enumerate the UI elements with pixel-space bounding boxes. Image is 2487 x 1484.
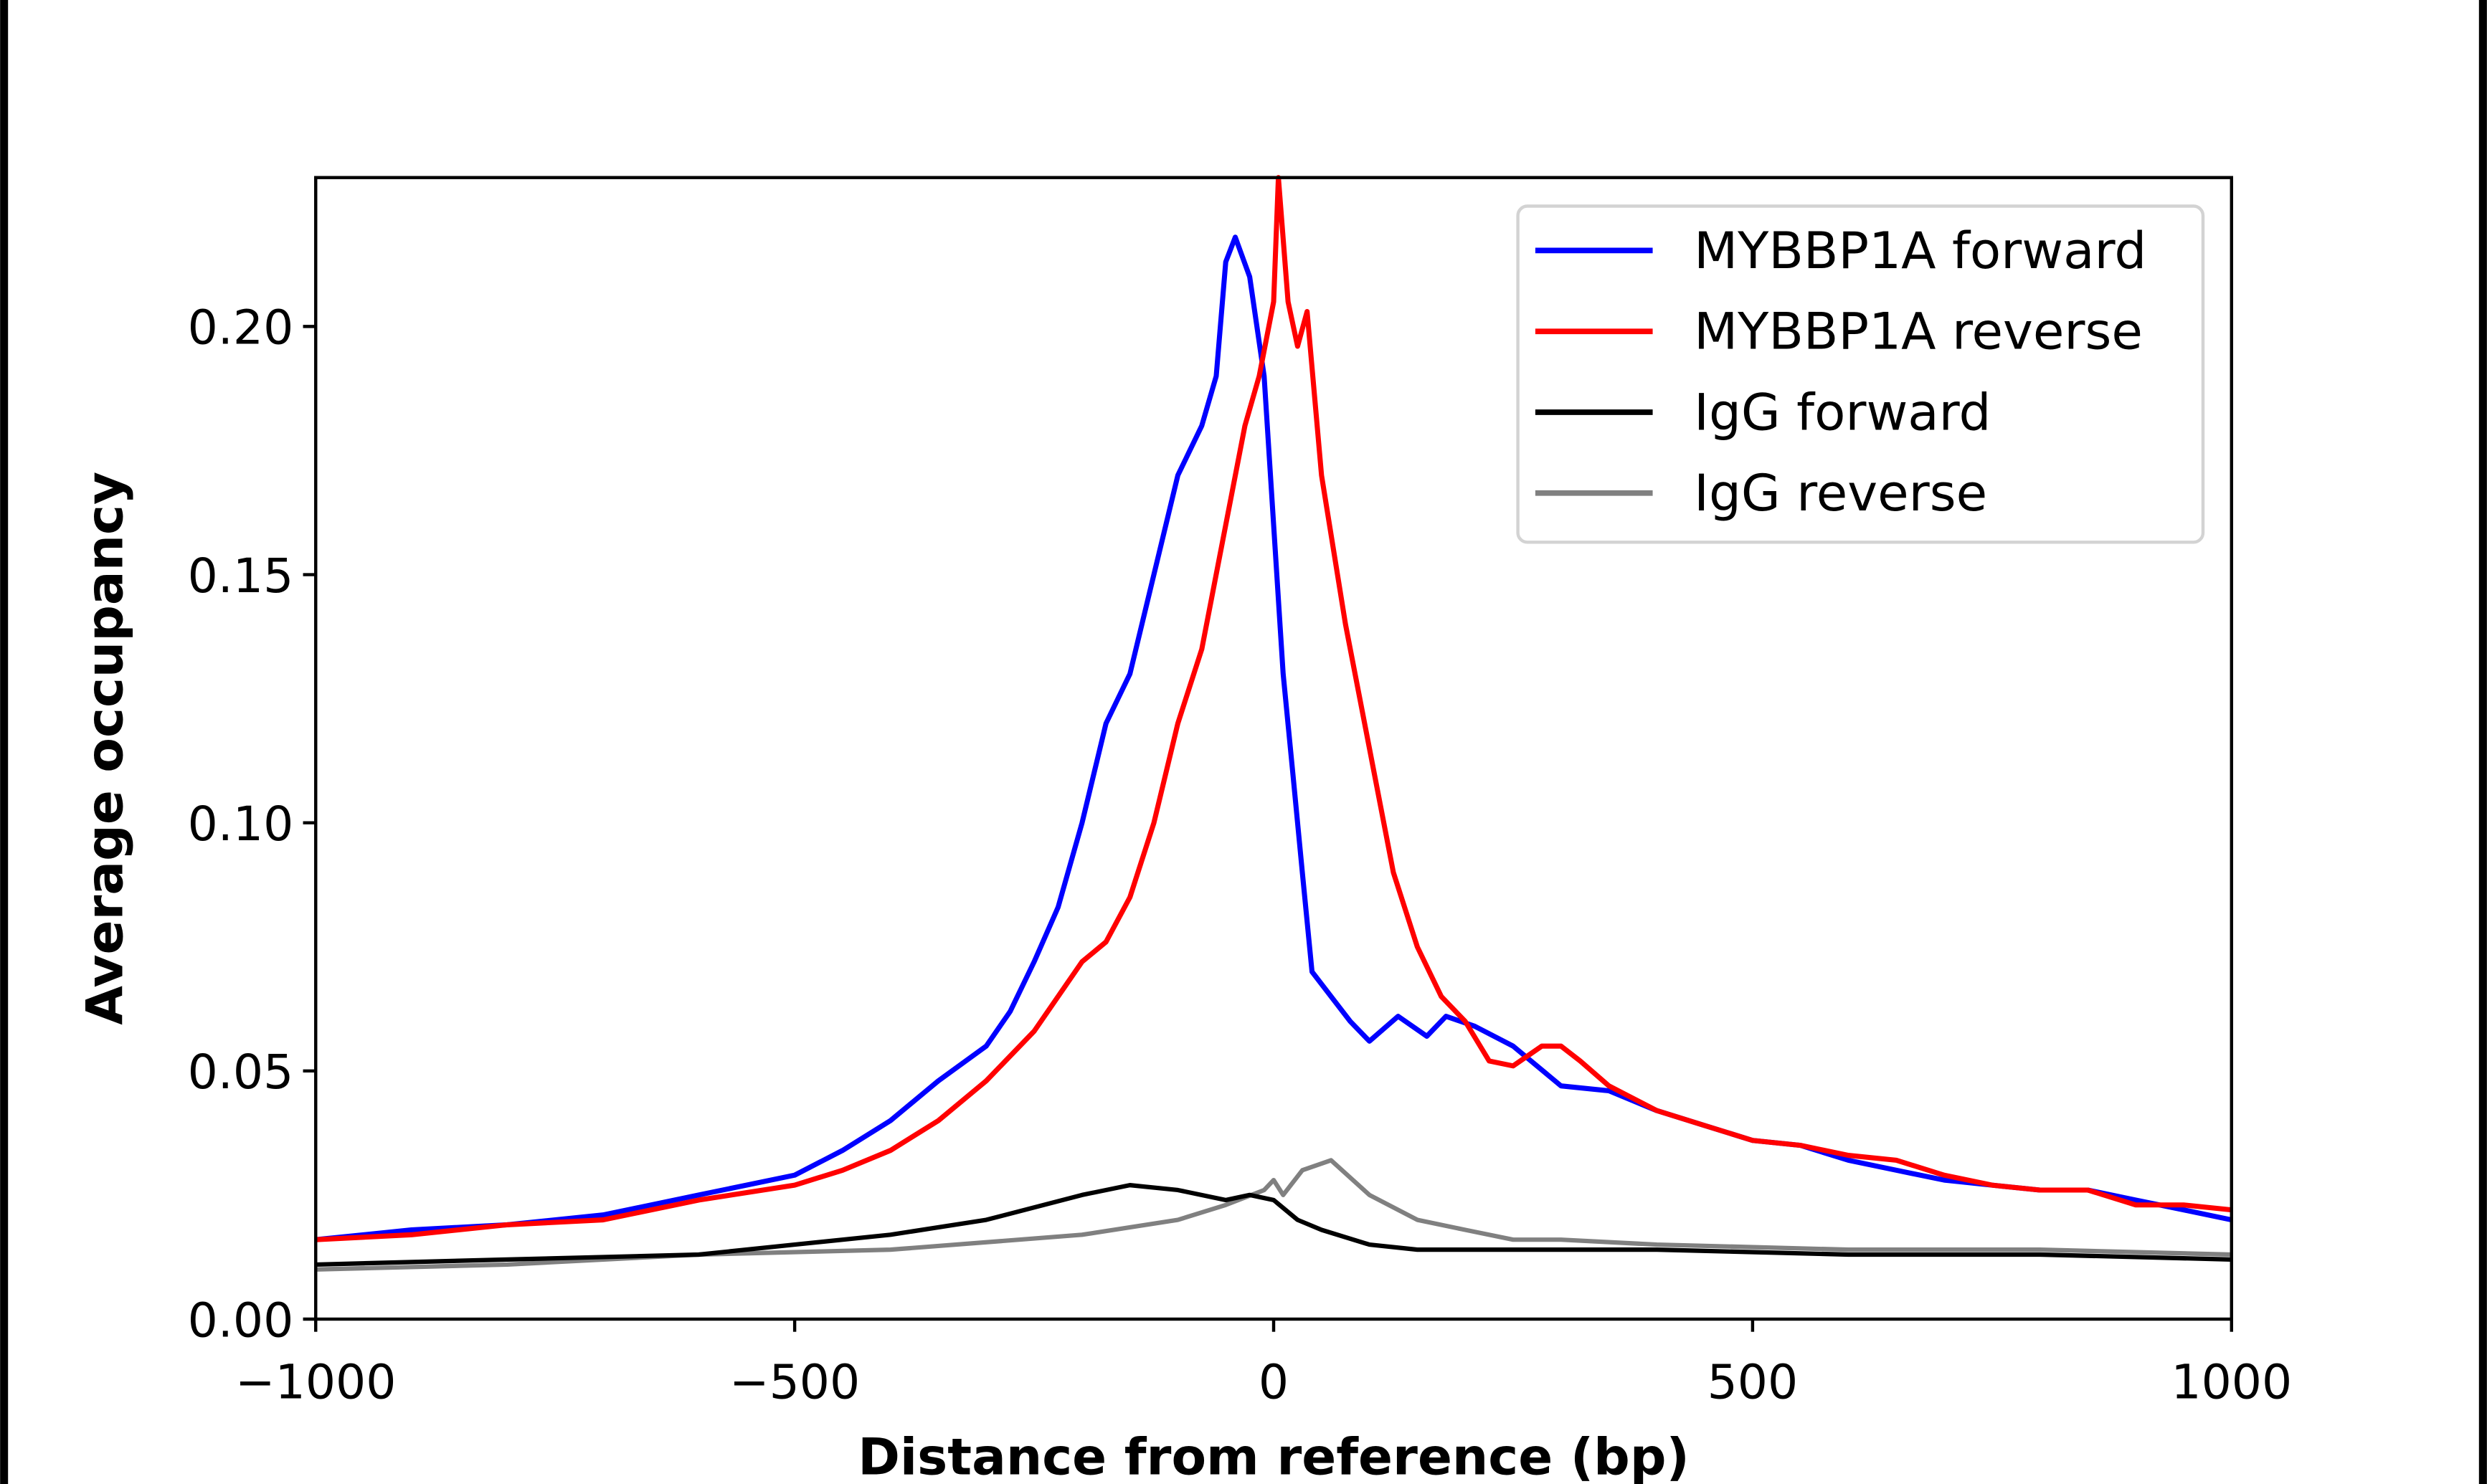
x-tick-label: 0	[1259, 1354, 1289, 1410]
legend-label: MYBBP1A reverse	[1694, 302, 2143, 361]
x-tick-label: 1000	[2171, 1354, 2292, 1410]
x-tick-label: −500	[729, 1354, 860, 1410]
right-border	[2478, 0, 2487, 1484]
series-line-mybbp1a-reverse	[316, 175, 2232, 1242]
legend-label: IgG forward	[1694, 382, 1991, 442]
y-tick-label: 0.00	[188, 1292, 294, 1348]
x-tick-label: −1000	[235, 1354, 396, 1410]
left-border	[0, 0, 9, 1484]
series-line-igg-forward	[316, 1183, 2232, 1267]
legend-label: MYBBP1A forward	[1694, 221, 2146, 280]
legend-frame	[1516, 204, 2205, 544]
x-axis-label: Distance from reference (bp)	[858, 1427, 1690, 1484]
series-line-igg-reverse	[316, 1158, 2232, 1272]
y-tick-label: 0.05	[188, 1044, 294, 1100]
y-axis-label: Average occupancy	[75, 472, 134, 1025]
axis-ticks: −1000 −500 0 500 1000 0.00 0.05 0.10 0.15 0.20	[188, 300, 2293, 1410]
legend: MYBBP1A forward MYBBP1A reverse IgG forwar…	[1516, 204, 2205, 544]
x-tick-label: 500	[1707, 1354, 1799, 1410]
series-lines	[315, 175, 2232, 1272]
y-tick-label: 0.20	[188, 300, 294, 356]
y-tick-label: 0.10	[188, 796, 294, 852]
legend-label: IgG reverse	[1694, 463, 1987, 523]
y-tick-label: 0.15	[188, 548, 294, 604]
